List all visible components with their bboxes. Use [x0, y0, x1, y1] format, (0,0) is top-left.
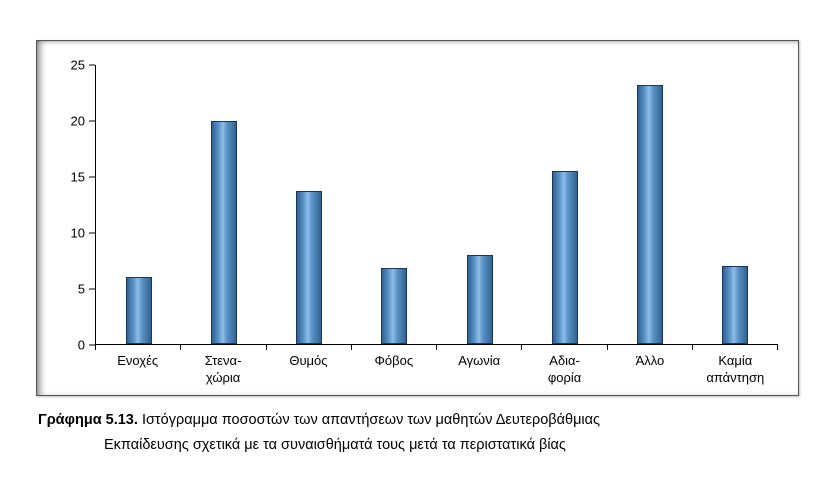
x-axis-ticks — [95, 345, 778, 351]
bar-7 — [722, 266, 749, 345]
x-tick — [352, 345, 437, 351]
x-tick — [437, 345, 523, 351]
x-tick — [181, 345, 267, 351]
bar-6 — [637, 85, 664, 345]
caption-label: Γράφημα 5.13. — [38, 412, 138, 428]
y-tick-mark — [89, 288, 95, 290]
category-label-0: Ενοχές — [117, 353, 159, 369]
bar-slot — [522, 65, 607, 345]
y-tick-label: 20 — [70, 113, 85, 129]
bar-slot — [437, 65, 522, 345]
caption-line-1: Γράφημα 5.13. Ιστόγραμμα ποσοστών των απ… — [38, 408, 778, 433]
category-label-7: Καμία απάντηση — [706, 353, 765, 386]
bar-slot — [693, 65, 778, 345]
x-tick — [267, 345, 352, 351]
bar-slot — [267, 65, 352, 345]
category-label-5: Αδια- φορία — [547, 353, 582, 386]
y-axis: 0 5 10 15 20 25 — [51, 59, 95, 352]
bar-slot — [608, 65, 693, 345]
chart-caption: Γράφημα 5.13. Ιστόγραμμα ποσοστών των απ… — [38, 408, 778, 457]
category-axis: Ενοχές Στενα- χώρια Θυμός Φόβος Αγωνία Αδια- … — [95, 353, 778, 387]
x-tick — [608, 345, 693, 351]
plot-area — [95, 65, 778, 346]
y-tick-label: 0 — [77, 337, 85, 353]
category-label-4: Αγωνία — [458, 353, 501, 369]
y-tick-mark — [89, 176, 95, 178]
plot-row: 0 5 10 15 20 25 — [51, 59, 778, 352]
y-tick-label: 25 — [70, 57, 85, 73]
x-tick — [522, 345, 608, 351]
y-tick-mark — [89, 232, 95, 234]
y-tick-label: 10 — [70, 225, 85, 241]
bar-5 — [551, 171, 578, 345]
bar-3 — [381, 268, 408, 345]
bar-4 — [466, 254, 493, 345]
y-tick-label: 15 — [70, 169, 85, 185]
caption-text-2: Εκπαίδευσης σχετικά με τα συναισθήματά τ… — [104, 436, 566, 453]
x-tick — [693, 345, 778, 351]
y-tick-mark — [89, 344, 95, 346]
chart-frame: 0 5 10 15 20 25 Ενοχές Στενα- χώρια Θυμός Φόβος Α… — [36, 40, 799, 396]
y-tick-mark — [89, 120, 95, 122]
category-label-6: Άλλο — [635, 353, 665, 369]
bar-slot — [181, 65, 266, 345]
chart-inner: 0 5 10 15 20 25 Ενοχές Στενα- χώρια Θυμός Φόβος Α… — [37, 41, 798, 395]
bar-1 — [210, 120, 237, 345]
category-label-3: Φόβος — [374, 353, 414, 369]
category-label-2: Θυμός — [289, 353, 328, 369]
category-label-1: Στενα- χώρια — [204, 353, 242, 386]
bar-slot — [96, 65, 181, 345]
y-tick-mark — [89, 64, 95, 66]
x-tick — [95, 345, 182, 351]
bar-2 — [296, 191, 323, 345]
bar-0 — [125, 277, 152, 345]
y-tick-label: 5 — [77, 281, 85, 297]
caption-text-1: Ιστόγραμμα ποσοστών των απαντήσεων των μ… — [141, 412, 601, 428]
bar-slot — [352, 65, 437, 345]
